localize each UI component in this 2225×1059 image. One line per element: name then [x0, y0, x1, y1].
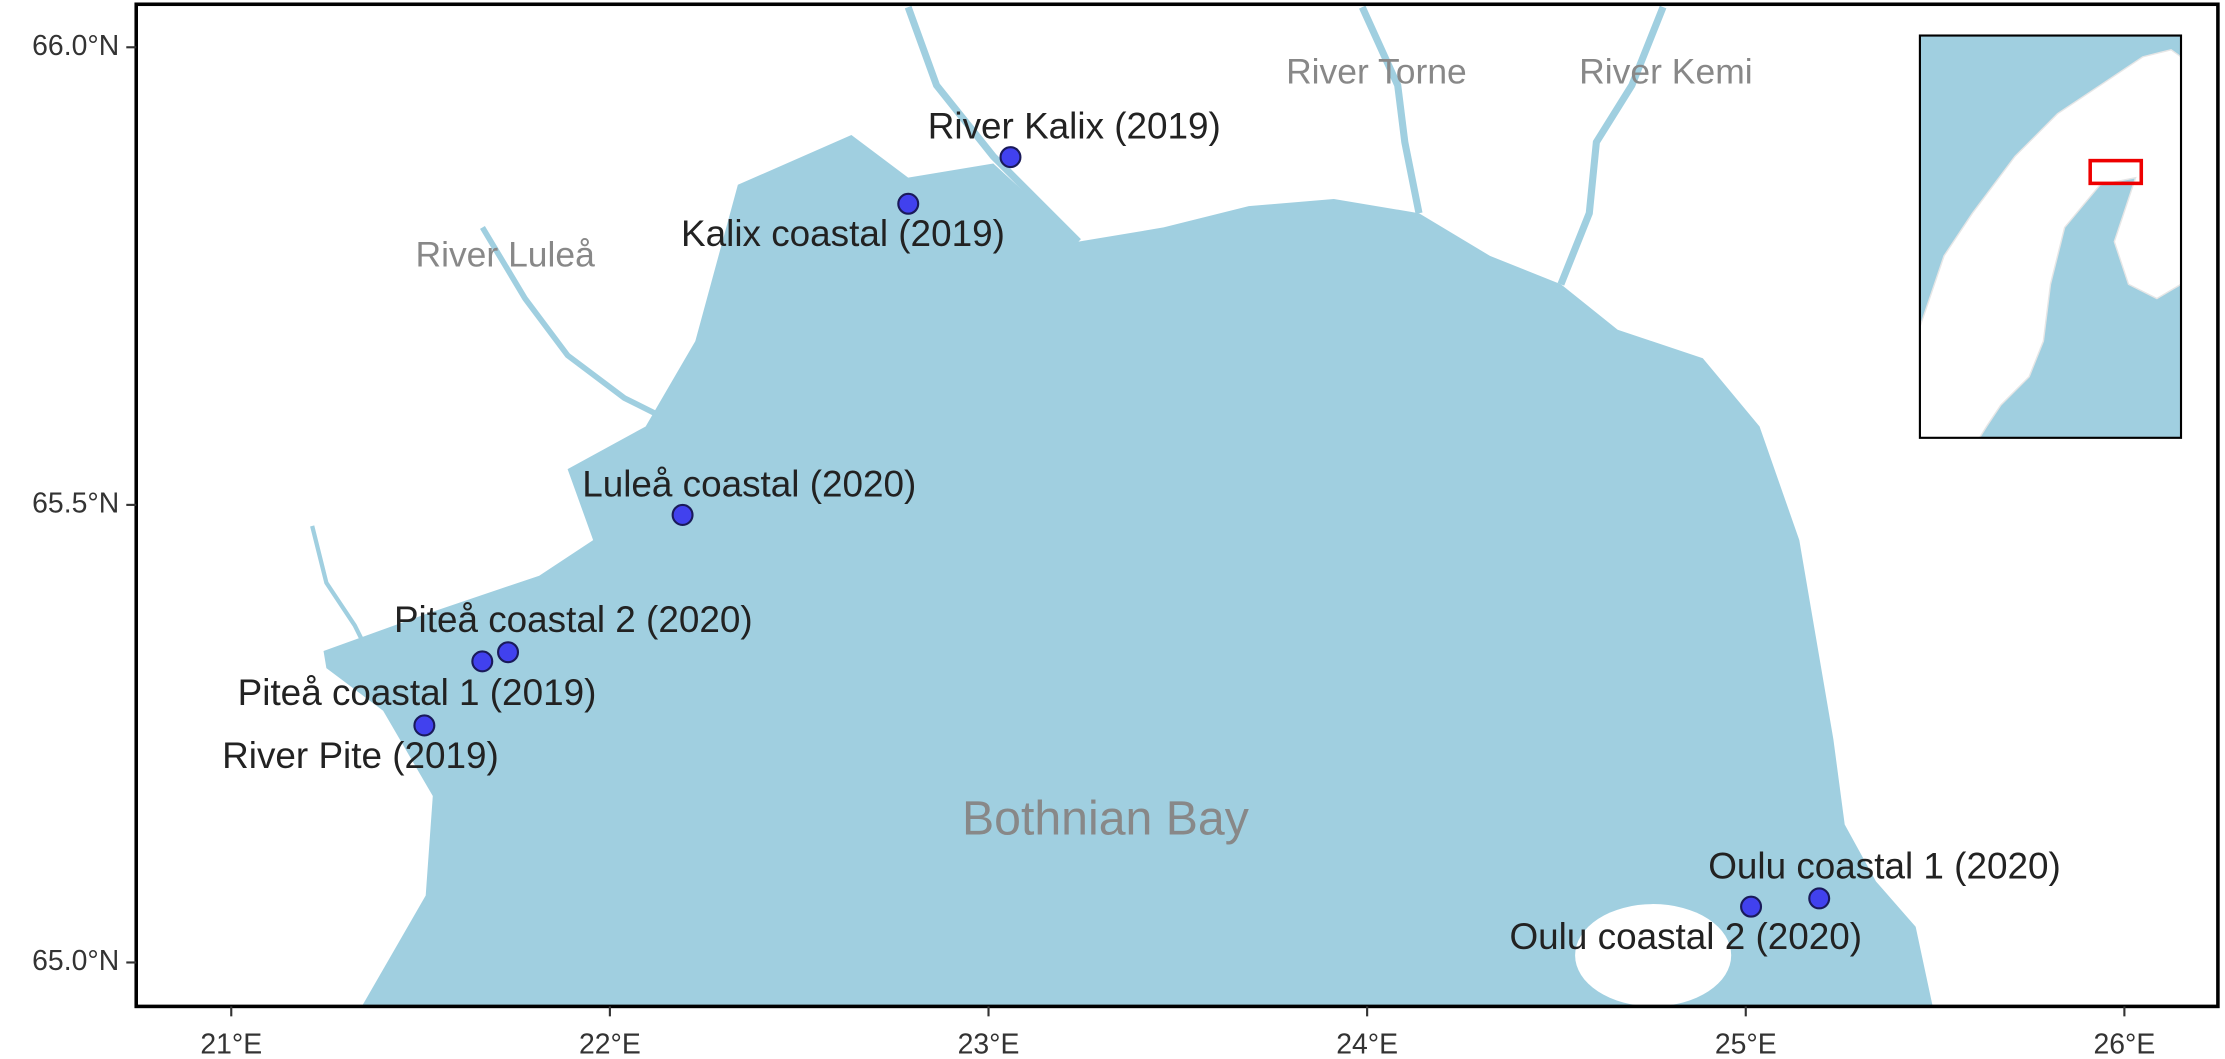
site-point: [1808, 887, 1831, 910]
site-label: Oulu coastal 2 (2020): [1510, 916, 1863, 957]
inset-map: [1918, 34, 2183, 439]
x-tick-label: 26°E: [2093, 1029, 2155, 1059]
site-point: [471, 650, 494, 673]
inset-land: [1919, 48, 2182, 439]
site-label: Piteå coastal 2 (2020): [394, 599, 753, 640]
river: [480, 225, 683, 429]
site-label: Luleå coastal (2020): [582, 463, 916, 504]
annotation: River Luleå: [415, 235, 595, 275]
site-label: Piteå coastal 1 (2019): [238, 672, 597, 713]
river: [904, 5, 1081, 245]
annotation: River Torne: [1286, 51, 1467, 91]
site-point: [671, 503, 694, 526]
site-label: Kalix coastal (2019): [681, 213, 1005, 254]
river: [1359, 5, 1423, 214]
river: [1557, 5, 1667, 286]
site-point: [897, 192, 920, 215]
x-tick-label: 24°E: [1336, 1029, 1398, 1059]
y-tick-label: 65.5°N: [32, 487, 119, 519]
river: [310, 525, 371, 655]
y-tick-label: 66.0°N: [32, 30, 119, 62]
oulu-land: [1575, 904, 1732, 1007]
site-point: [999, 146, 1022, 169]
water: [310, 5, 1933, 1007]
site-point: [497, 641, 520, 664]
site-label: Oulu coastal 1 (2020): [1708, 845, 2061, 886]
site-label: River Kalix (2019): [928, 105, 1221, 146]
x-tick-label: 21°E: [200, 1029, 262, 1059]
x-tick-label: 25°E: [1715, 1029, 1777, 1059]
annotation: Bothnian Bay: [962, 791, 1250, 845]
site-point: [1740, 895, 1763, 918]
y-tick-label: 65.0°N: [32, 945, 119, 977]
site-point: [413, 714, 436, 737]
sea: [323, 135, 1933, 1007]
site-label: River Pite (2019): [222, 735, 499, 776]
x-tick-label: 22°E: [579, 1029, 641, 1059]
x-tick-label: 23°E: [958, 1029, 1020, 1059]
inset-frame: [1918, 34, 2183, 439]
annotation: River Kemi: [1579, 51, 1752, 91]
inset-extent: [2088, 158, 2144, 186]
